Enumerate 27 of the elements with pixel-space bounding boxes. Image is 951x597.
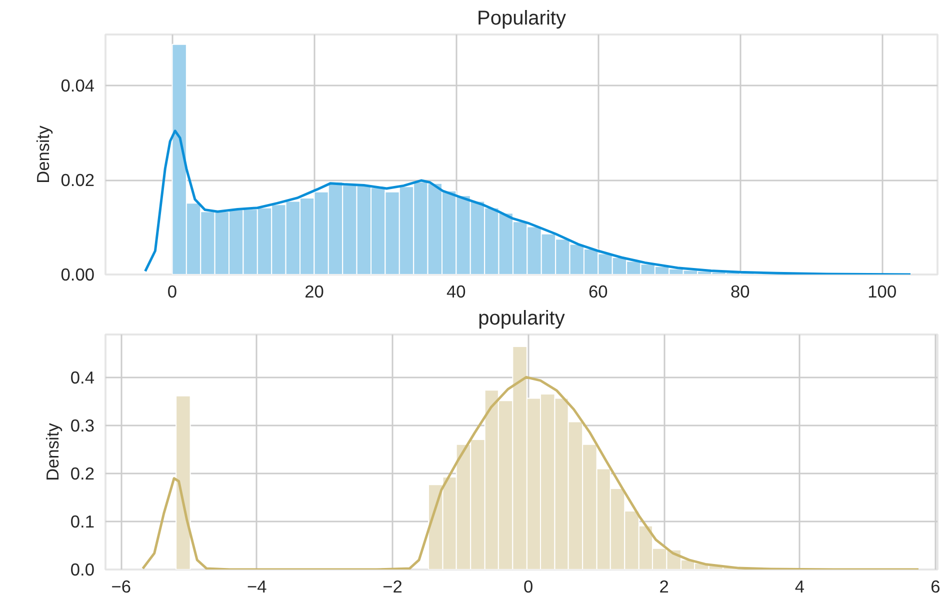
line-series — [142, 376, 920, 570]
x-tick-label: 0 — [167, 282, 178, 302]
x-tick-label: 80 — [730, 282, 750, 302]
y-tick-label: 0.3 — [70, 416, 95, 436]
y-tick-label: 0.2 — [70, 464, 95, 484]
x-tick-label: 0 — [523, 576, 534, 596]
x-tick-label: 100 — [868, 282, 897, 302]
y-tick-label: 0.02 — [60, 170, 95, 190]
x-tick-label: 40 — [446, 282, 466, 302]
y-tick-label: 0.1 — [70, 512, 95, 532]
y-tick-label: 0.04 — [60, 76, 95, 96]
y-tick-label: 0.0 — [70, 560, 95, 580]
x-tick-label: −4 — [246, 576, 268, 596]
x-tick-label: 4 — [794, 576, 805, 596]
line-series — [144, 130, 912, 274]
y-tick-label: 0.00 — [60, 264, 95, 284]
x-tick-label: 6 — [930, 576, 940, 596]
chart-title: popularity — [478, 308, 565, 330]
x-tick-label: 20 — [304, 282, 324, 302]
y-axis-title: Density — [32, 125, 53, 184]
y-axis-title: Density — [42, 422, 62, 481]
x-tick-label: −6 — [111, 576, 131, 596]
chart-title: Popularity — [477, 8, 566, 30]
x-tick-label: 2 — [659, 576, 669, 596]
y-tick-label: 0.4 — [70, 368, 95, 388]
x-tick-label: −2 — [382, 576, 402, 596]
x-tick-label: 60 — [588, 282, 608, 302]
